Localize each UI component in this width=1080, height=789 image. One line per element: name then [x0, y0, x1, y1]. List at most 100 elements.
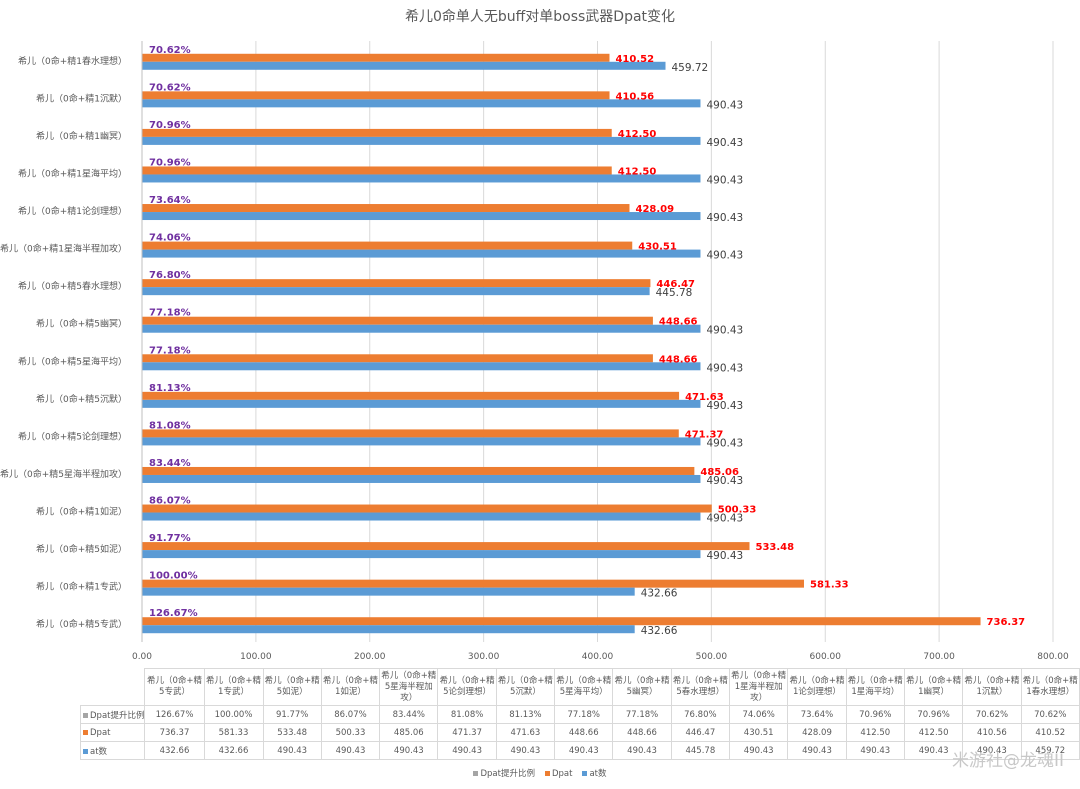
label-dpat: 448.66	[659, 317, 698, 328]
table-header-cell: 希儿（0命+精1沉默）	[962, 668, 1022, 706]
label-dpat: 581.33	[810, 580, 849, 591]
x-tick-label: 700.00	[923, 652, 955, 662]
table-header-cell: 希儿（0命+精5春水理想）	[670, 668, 731, 706]
table-cell: 736.37	[144, 723, 205, 742]
legend-label: Dpat提升比例	[480, 769, 535, 779]
bar-at	[142, 99, 701, 108]
chart-title: 希儿0命单人无buff对单boss武器Dpat变化	[404, 9, 676, 25]
category-label: 希儿（0命+精1星海半程加攻）	[0, 243, 127, 255]
table-cell: 430.51	[729, 723, 789, 742]
table-cell: 70.62%	[962, 705, 1022, 724]
table-cell: 471.37	[437, 723, 497, 742]
bar-at	[142, 287, 650, 296]
table-cell: 410.52	[1020, 723, 1080, 742]
bar-at	[142, 174, 701, 183]
table-cell: 490.43	[495, 741, 556, 760]
category-label: 希儿（0命+精1沉默）	[36, 92, 127, 104]
table-header-cell: 希儿（0命+精1星海半程加攻）	[729, 668, 789, 706]
x-tick-label: 300.00	[468, 652, 500, 662]
table-cell: 445.78	[670, 741, 731, 760]
label-dpat: 471.37	[685, 429, 724, 440]
bar-at	[142, 362, 701, 371]
bar-at	[142, 61, 666, 70]
x-tick-label: 800.00	[1037, 652, 1069, 662]
table-cell: 83.44%	[379, 705, 439, 724]
bar-dpat	[142, 466, 695, 475]
legend-item: Dpat	[544, 769, 572, 779]
bar-dpat	[142, 391, 680, 400]
bar-dpat	[142, 542, 750, 551]
label-at: 490.43	[706, 513, 743, 525]
table-row: Dpat提升比例 126.67% 100.00% 91.77% 86.07% 83.44%…	[79, 705, 1080, 724]
table-cell: 100.00%	[203, 705, 264, 724]
table-cell: 500.33	[320, 723, 381, 742]
table-cell: 490.43	[554, 741, 614, 760]
bar-dpat	[142, 53, 610, 62]
table-cell: 412.50	[845, 723, 905, 742]
table-header-cell: 希儿（0命+精5如泥）	[262, 668, 322, 706]
bar-dpat	[142, 279, 651, 288]
bar-dpat	[142, 316, 653, 325]
table-cell: 490.43	[262, 741, 322, 760]
x-tick-label: 0.00	[132, 652, 152, 662]
category-label: 希儿（0命+精1幽冥）	[36, 130, 127, 142]
series-name: at数	[90, 746, 108, 757]
table-header-cell: 希儿（0命+精1春水理想）	[1020, 668, 1080, 706]
label-dpat-ratio: 70.62%	[149, 82, 191, 93]
legend-swatch	[582, 771, 588, 776]
label-dpat-ratio: 70.62%	[149, 45, 191, 56]
table-cell: 81.08%	[437, 705, 497, 724]
label-at: 490.43	[706, 400, 743, 412]
table-cell: 77.18%	[612, 705, 672, 724]
label-dpat-ratio: 126.67%	[149, 608, 198, 619]
category-label: 希儿（0命+精5春水理想）	[18, 280, 127, 292]
category-label: 希儿（0命+精1如泥）	[36, 506, 127, 518]
table-header-cell: 希儿（0命+精5论剑理想）	[437, 668, 497, 706]
category-label: 希儿（0命+精1专武）	[36, 581, 127, 593]
label-dpat: 736.37	[987, 617, 1026, 628]
table-cell: 410.56	[962, 723, 1022, 742]
label-dpat-ratio: 77.18%	[149, 308, 191, 319]
table-header-cell: 希儿（0命+精5沉默）	[495, 668, 556, 706]
table-header-cell: 希儿（0命+精1幽冥）	[903, 668, 964, 706]
label-dpat-ratio: 86.07%	[149, 496, 191, 507]
category-label: 希儿（0命+精1春水理想）	[18, 55, 127, 67]
bar-dpat	[142, 91, 610, 100]
label-dpat: 410.52	[615, 54, 654, 65]
bar-dpat	[142, 241, 633, 250]
bar-at	[142, 474, 701, 483]
x-tick-label: 100.00	[240, 652, 272, 662]
table-cell: 428.09	[787, 723, 847, 742]
legend-swatch	[83, 729, 88, 735]
table-cell: 490.43	[729, 741, 789, 760]
label-at: 490.43	[706, 250, 743, 262]
series-name: Dpat	[90, 727, 111, 738]
label-dpat-ratio: 77.18%	[149, 345, 191, 356]
legend-label: at数	[589, 769, 607, 779]
table-header-cell: 希儿（0命+精1专武）	[203, 668, 264, 706]
table-cell: 432.66	[144, 741, 205, 760]
label-at: 432.66	[641, 588, 678, 600]
table-row-header: Dpat提升比例	[79, 705, 146, 724]
label-at: 432.66	[641, 625, 678, 637]
label-at: 490.43	[706, 325, 743, 337]
label-dpat: 500.33	[718, 505, 757, 516]
table-row: Dpat 736.37 581.33 533.48 500.33 485.06 471.37…	[79, 723, 1080, 742]
table-header-cell: 希儿（0命+精5星海半程加攻）	[379, 668, 439, 706]
label-dpat: 448.66	[659, 354, 698, 365]
x-tick-label: 200.00	[354, 652, 386, 662]
label-at: 490.43	[706, 550, 743, 562]
table-cell: 490.43	[320, 741, 381, 760]
table-cell: 432.66	[203, 741, 264, 760]
table-cell: 70.96%	[903, 705, 964, 724]
legend-swatch	[83, 748, 88, 754]
label-dpat-ratio: 74.06%	[149, 233, 191, 244]
bar-at	[142, 249, 701, 258]
label-at: 459.72	[672, 62, 709, 74]
label-dpat: 471.63	[685, 392, 724, 403]
legend-swatch	[544, 771, 550, 776]
table-cell: 412.50	[903, 723, 964, 742]
table-cell: 448.66	[612, 723, 672, 742]
table-cell: 86.07%	[320, 705, 381, 724]
label-at: 490.43	[706, 174, 743, 186]
